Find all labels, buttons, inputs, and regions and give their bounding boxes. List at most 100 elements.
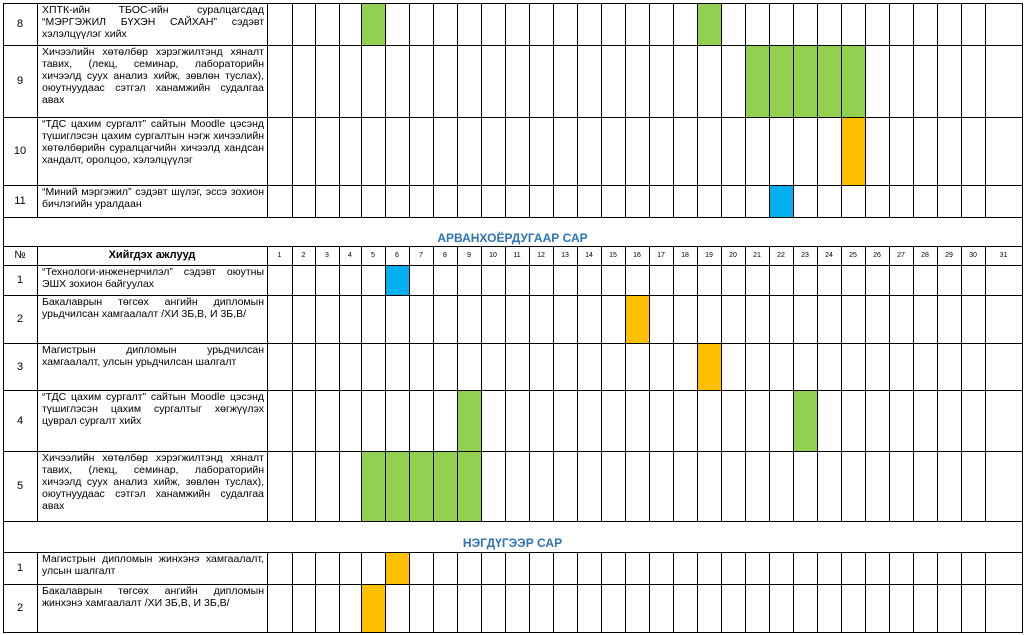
- grid-line: [3, 117, 1023, 118]
- grid-line: [339, 552, 340, 585]
- grid-line: [697, 295, 698, 344]
- grid-line: [315, 451, 316, 522]
- grid-line: [649, 584, 650, 633]
- grid-line: [913, 185, 914, 218]
- grid-line: [961, 390, 962, 452]
- header-day: 31: [999, 252, 1008, 259]
- grid-line: [721, 117, 722, 186]
- grid-line: [625, 343, 626, 391]
- grid-line: [601, 343, 602, 391]
- grid-line: [601, 390, 602, 452]
- grid-line: [793, 45, 794, 118]
- grid-line: [409, 246, 410, 266]
- grid-line: [292, 390, 293, 452]
- grid-line: [913, 45, 914, 118]
- grid-line: [889, 584, 890, 633]
- grid-line: [529, 343, 530, 391]
- mark-cell: [841, 117, 865, 185]
- grid-line: [481, 295, 482, 344]
- grid-line: [913, 451, 914, 522]
- grid-line: [865, 246, 866, 266]
- grid-line: [505, 584, 506, 633]
- grid-line: [769, 451, 770, 522]
- grid-line: [37, 3, 38, 46]
- grid-line: [673, 45, 674, 118]
- grid-line: [745, 295, 746, 344]
- grid-line: [961, 117, 962, 186]
- grid-line: [3, 451, 1023, 452]
- grid-line: [769, 295, 770, 344]
- grid-line: [745, 265, 746, 296]
- grid-line: [937, 552, 938, 585]
- grid-line: [3, 584, 1023, 585]
- grid-line: [841, 45, 842, 118]
- grid-line: [315, 246, 316, 266]
- grid-line: [529, 117, 530, 186]
- mark-cell: [409, 451, 433, 521]
- grid-line: [889, 343, 890, 391]
- grid-line: [721, 45, 722, 118]
- grid-line: [267, 584, 268, 633]
- grid-line: [769, 117, 770, 186]
- grid-line: [817, 45, 818, 118]
- grid-line: [267, 3, 268, 46]
- grid-line: [433, 390, 434, 452]
- grid-line: [37, 295, 38, 344]
- header-task: Хийгдэх ажлууд: [108, 249, 196, 261]
- grid-line: [745, 552, 746, 585]
- grid-line: [937, 343, 938, 391]
- grid-line: [1022, 521, 1023, 553]
- mark-cell: [625, 295, 649, 343]
- grid-line: [817, 246, 818, 266]
- grid-line: [1022, 265, 1023, 296]
- grid-line: [457, 246, 458, 266]
- grid-line: [433, 45, 434, 118]
- grid-line: [673, 265, 674, 296]
- grid-line: [37, 117, 38, 186]
- grid-line: [577, 390, 578, 452]
- row-number: 3: [16, 360, 24, 373]
- grid-line: [361, 45, 362, 118]
- grid-line: [3, 117, 4, 186]
- grid-line: [745, 451, 746, 522]
- header-day: 9: [467, 252, 471, 259]
- grid-line: [625, 295, 626, 344]
- mark-cell: [457, 451, 481, 521]
- grid-line: [601, 246, 602, 266]
- grid-line: [697, 584, 698, 633]
- month-title: НЭГДҮГЭЭР САР: [462, 536, 563, 550]
- grid-line: [985, 390, 986, 452]
- grid-line: [697, 390, 698, 452]
- grid-line: [937, 265, 938, 296]
- header-day: 4: [348, 252, 352, 259]
- grid-line: [769, 246, 770, 266]
- grid-line: [409, 45, 410, 118]
- header-day: 14: [585, 252, 593, 259]
- grid-line: [385, 552, 386, 585]
- row-task: Хичээлийн хөтөлбөр хэрэгжилтэнд хяналт т…: [42, 46, 264, 106]
- grid-line: [433, 3, 434, 46]
- row-number: 11: [14, 195, 26, 207]
- grid-line: [913, 390, 914, 452]
- grid-line: [433, 265, 434, 296]
- grid-line: [625, 45, 626, 118]
- grid-line: [577, 295, 578, 344]
- header-number: №: [14, 249, 26, 261]
- grid-line: [361, 295, 362, 344]
- grid-line: [985, 584, 986, 633]
- grid-line: [673, 117, 674, 186]
- mark-cell: [697, 3, 721, 45]
- grid-line: [433, 343, 434, 391]
- grid-line: [1022, 295, 1023, 344]
- grid-line: [1022, 3, 1023, 46]
- header-day: 12: [537, 252, 545, 259]
- grid-line: [985, 552, 986, 585]
- grid-line: [3, 265, 4, 296]
- grid-line: [577, 265, 578, 296]
- grid-line: [577, 117, 578, 186]
- row-number: 2: [16, 602, 24, 614]
- grid-line: [841, 584, 842, 633]
- grid-line: [841, 117, 842, 186]
- grid-line: [3, 343, 1023, 344]
- grid-line: [913, 117, 914, 186]
